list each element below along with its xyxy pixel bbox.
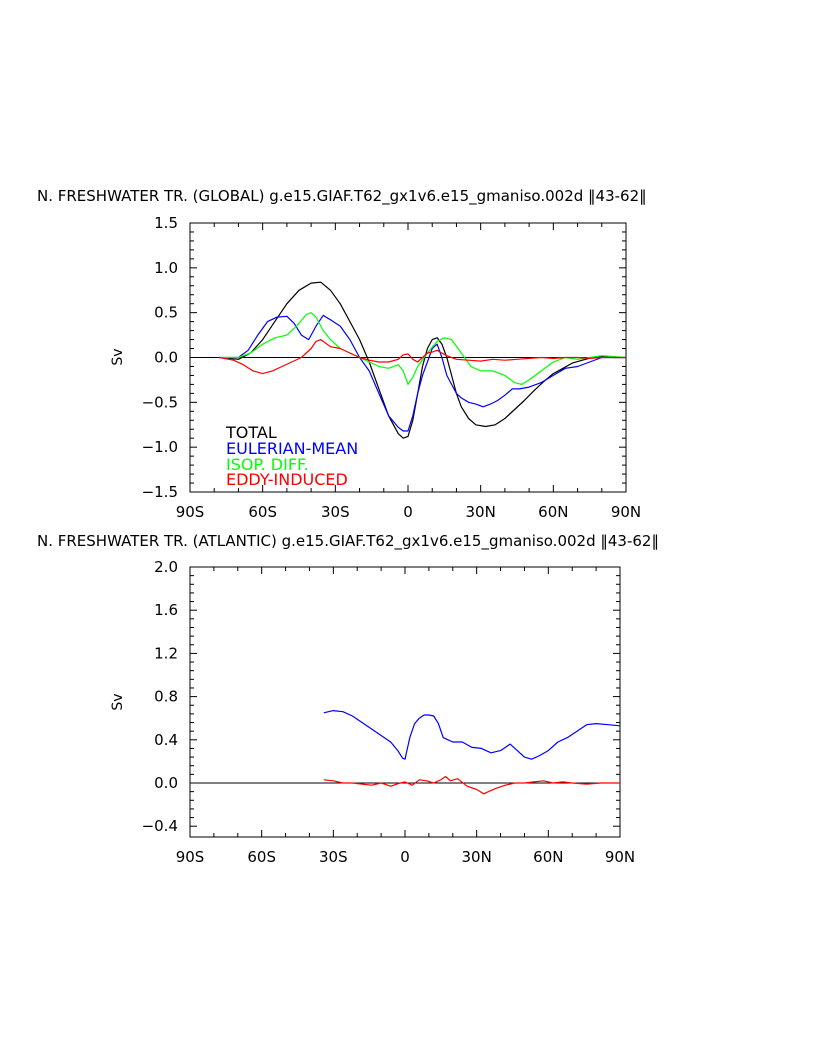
y-tick-label: 0.5	[154, 304, 178, 322]
x-tick-label: 60N	[533, 848, 563, 866]
legend-isop-diff: ISOP. DIFF.	[226, 455, 309, 474]
global-y-tick-labels: −1.5 −1.0 −0.5 0.0 0.5 1.0 1.5	[142, 214, 178, 501]
y-tick-label: 0.0	[154, 349, 178, 367]
y-tick-label: −1.5	[142, 483, 178, 501]
global-title: N. FRESHWATER TR. (GLOBAL) g.e15.GIAF.T6…	[37, 187, 647, 206]
x-tick-label: 30S	[319, 848, 348, 866]
legend-total: TOTAL	[225, 423, 277, 442]
series-line-eulerian-mean	[219, 314, 626, 432]
global-ticks	[189, 222, 627, 493]
series-line-isop-diff	[219, 312, 627, 385]
x-tick-label: 90S	[176, 503, 205, 521]
series-line-eddy-induced	[218, 339, 626, 375]
x-tick-label: 0	[400, 848, 410, 866]
x-tick-label: 90N	[605, 848, 635, 866]
global-legend: TOTAL EULERIAN-MEAN ISOP. DIFF. EDDY-IND…	[225, 423, 358, 489]
y-tick-label: 1.2	[154, 644, 178, 662]
atlantic-y-tick-labels: −0.4 0.0 0.4 0.8 1.2 1.6 2.0	[142, 558, 178, 835]
atlantic-series-group	[190, 709, 621, 795]
y-tick-label: 0.4	[154, 731, 178, 749]
x-tick-label: 0	[403, 503, 413, 521]
global-y-axis-label: Sv	[110, 348, 126, 365]
y-tick-label: −0.5	[142, 393, 178, 411]
y-tick-label: −1.0	[142, 438, 178, 456]
y-tick-label: 0.8	[154, 688, 178, 706]
atlantic-ticks	[189, 566, 621, 837]
y-tick-label: 1.6	[154, 601, 178, 619]
y-tick-label: 0.0	[154, 774, 178, 792]
y-tick-label: 1.5	[154, 214, 178, 232]
x-tick-label: 60S	[247, 848, 276, 866]
x-tick-label: 60N	[538, 503, 568, 521]
x-tick-label: 30N	[462, 848, 492, 866]
global-series-group	[190, 281, 627, 439]
series-line-eddy-induced	[323, 775, 620, 795]
legend-eddy-induced: EDDY-INDUCED	[226, 470, 348, 489]
series-line-eulerian-mean	[323, 709, 621, 760]
x-tick-label: 60S	[248, 503, 277, 521]
y-tick-label: 2.0	[154, 558, 178, 576]
x-tick-label: 90N	[611, 503, 641, 521]
y-tick-label: 1.0	[154, 259, 178, 277]
atlantic-title: N. FRESHWATER TR. (ATLANTIC) g.e15.GIAF.…	[37, 532, 659, 551]
atlantic-panel: N. FRESHWATER TR. (ATLANTIC) g.e15.GIAF.…	[37, 532, 659, 866]
global-x-tick-labels: 90S 60S 30S 0 30N 60N 90N	[176, 503, 641, 521]
x-tick-label: 30N	[466, 503, 496, 521]
legend-eulerian-mean: EULERIAN-MEAN	[226, 439, 358, 458]
atlantic-y-axis-label: Sv	[110, 693, 126, 710]
y-tick-label: −0.4	[142, 817, 178, 835]
x-tick-label: 30S	[321, 503, 350, 521]
x-tick-label: 90S	[176, 848, 205, 866]
atlantic-x-tick-labels: 90S 60S 30S 0 30N 60N 90N	[176, 848, 635, 866]
atlantic-plot-frame	[189, 566, 621, 838]
global-panel: N. FRESHWATER TR. (GLOBAL) g.e15.GIAF.T6…	[37, 187, 647, 521]
